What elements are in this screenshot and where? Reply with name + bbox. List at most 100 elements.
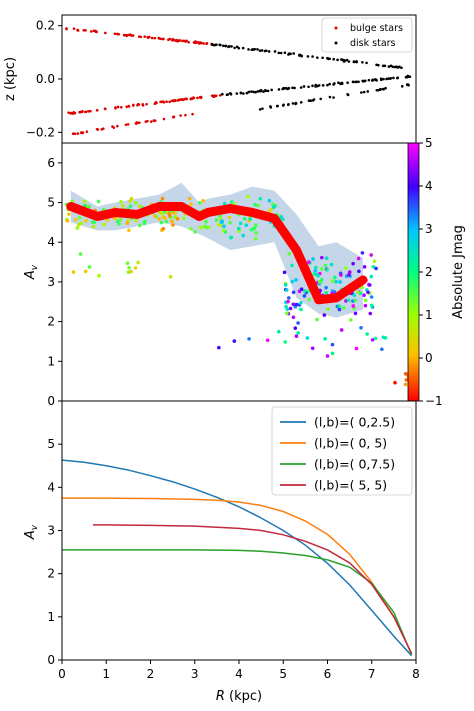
bottom-ytick-label: 0 [47, 653, 55, 667]
star-point [206, 225, 211, 230]
disk-star-point [319, 97, 322, 101]
star-point [356, 290, 360, 294]
middle-ylabel: Av [23, 264, 40, 280]
colorbar-tick-label: −1 [425, 394, 443, 408]
bulge-star-point [104, 31, 107, 35]
disk-star-point [260, 49, 264, 52]
disk-star-point [250, 90, 253, 93]
middle-ytick-label: 6 [47, 156, 55, 170]
bulge-star-point [95, 127, 99, 131]
star-point [283, 283, 288, 287]
legend-marker-disk [334, 41, 338, 45]
bulge-star-point [112, 126, 116, 129]
star-point [330, 351, 335, 356]
star-point [160, 196, 165, 201]
star-point [305, 336, 310, 340]
star-point [320, 277, 324, 282]
star-point [128, 204, 133, 208]
bottom-xlabel: R (kpc) [216, 689, 262, 704]
star-point [367, 283, 372, 287]
star-point [127, 228, 131, 233]
star-point [75, 226, 80, 230]
star-point [187, 196, 192, 201]
bulge-star-point [72, 27, 76, 30]
star-point [403, 382, 408, 387]
bulge-star-point [191, 96, 195, 100]
disk-star-point [316, 56, 319, 59]
star-point [353, 298, 358, 303]
star-point [337, 307, 342, 312]
star-point [238, 221, 243, 226]
disk-star-point [247, 90, 250, 94]
bulge-star-point [180, 98, 184, 101]
disk-star-point [270, 88, 273, 92]
bulge-star-point [125, 105, 129, 109]
star-point [363, 298, 368, 303]
disk-star-point [365, 61, 368, 65]
disk-star-point [311, 99, 315, 102]
top-legend: bulge stars disk stars [321, 17, 413, 53]
disk-star-point [254, 90, 257, 94]
disk-star-point [367, 78, 371, 82]
bulge-star-point [159, 37, 162, 41]
disk-star-point [392, 76, 395, 80]
disk-star-point [264, 89, 268, 93]
colorbar-tick-label: 2 [425, 265, 433, 279]
disk-star-point [258, 49, 262, 52]
star-point [315, 317, 319, 322]
bottom-ytick-label: 5 [47, 437, 55, 451]
disk-star-point [375, 88, 379, 92]
star-point [339, 273, 343, 277]
bulge-star-point [143, 35, 146, 38]
star-point [299, 301, 303, 305]
star-point [356, 256, 361, 261]
star-point [323, 263, 328, 268]
top-ytick-label: −0.2 [26, 125, 55, 139]
bulge-star-point [147, 35, 151, 39]
star-point [129, 196, 134, 201]
disk-star-point [326, 83, 329, 87]
disk-star-point [328, 82, 331, 86]
disk-star-point [328, 95, 332, 99]
disk-star-point [227, 45, 231, 48]
colorbar: −1 0 1 2 3 4 5 Absolute Jmag [407, 136, 466, 408]
star-point [368, 311, 373, 316]
star-point [193, 229, 197, 234]
disk-star-point [317, 84, 321, 87]
star-point [253, 236, 258, 241]
star-point [221, 229, 226, 233]
star-point [189, 202, 193, 207]
legend-label-2: (l,b)=( 0,7.5) [314, 457, 395, 472]
bulge-star-point [161, 37, 165, 41]
star-point [323, 337, 327, 341]
star-point [157, 217, 161, 221]
bulge-star-point [174, 99, 177, 102]
star-point [84, 218, 88, 223]
star-point [78, 252, 83, 256]
disk-star-point [218, 43, 221, 47]
star-point [152, 214, 157, 218]
bulge-star-point [168, 37, 172, 41]
star-point [134, 201, 138, 205]
star-point [125, 221, 130, 225]
bulge-star-point [80, 131, 84, 134]
star-point [311, 257, 315, 261]
bottom-xtick-label: 2 [147, 667, 155, 681]
bulge-star-point [153, 36, 157, 40]
disk-star-point [299, 86, 303, 89]
star-point [256, 203, 260, 208]
star-point [251, 227, 256, 231]
disk-star-point [261, 107, 264, 110]
disk-star-point [389, 76, 393, 80]
star-point [353, 311, 358, 316]
star-point [324, 285, 328, 290]
star-point [403, 371, 408, 376]
bulge-star-point [139, 35, 143, 39]
star-point [357, 269, 361, 274]
disk-star-point [332, 57, 336, 61]
disk-star-point [230, 45, 233, 48]
star-point [314, 265, 318, 270]
disk-star-point [306, 55, 310, 58]
star-point [362, 293, 366, 297]
bulge-star-point [127, 105, 131, 108]
